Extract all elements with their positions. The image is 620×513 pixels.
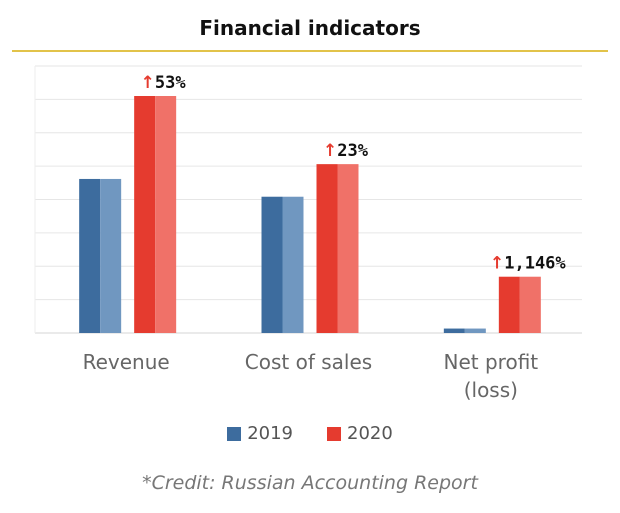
bar-2019-2	[443, 328, 486, 333]
bar-left-half	[443, 328, 465, 333]
change-percent: 1,146%	[504, 254, 566, 274]
legend-swatch-2019	[227, 426, 242, 441]
bar-right-half	[155, 96, 177, 333]
bar-left-half	[261, 196, 283, 333]
change-percent: 23%	[337, 141, 368, 161]
data-label-change-2: ↑1,146%	[490, 254, 566, 274]
x-tick-label-0: Revenue	[83, 350, 170, 374]
legend-item-2020: 2020	[327, 423, 393, 444]
bar-2020-2	[498, 276, 541, 333]
title-divider	[12, 50, 608, 52]
chart-title: Financial indicators	[199, 16, 421, 40]
bar-right-half	[519, 276, 541, 333]
legend-swatch-2020	[327, 426, 341, 441]
data-label-change-1: ↑23%	[323, 141, 369, 161]
up-arrow-icon: ↑	[323, 141, 337, 161]
bar-2019-0	[79, 178, 122, 333]
bar-2019-1	[261, 196, 304, 333]
bar-right-half	[337, 164, 359, 333]
legend-label-2020: 2020	[347, 423, 393, 444]
up-arrow-icon: ↑	[141, 73, 155, 93]
legend-label-2019: 2019	[247, 423, 293, 444]
x-tick-label-1: Cost of sales	[245, 350, 372, 374]
bar-right-half	[282, 196, 304, 333]
bar-right-half	[464, 328, 486, 333]
change-percent: 53%	[155, 73, 186, 93]
bar-2020-1	[316, 164, 359, 333]
bar-left-half	[79, 178, 101, 333]
bar-right-half	[100, 178, 122, 333]
bar-left-half	[134, 96, 156, 333]
credit-note: *Credit: Russian Accounting Report	[142, 472, 478, 494]
legend: 2019 2020	[0, 423, 620, 444]
legend-item-2019: 2019	[227, 423, 293, 444]
x-tick-label-2: Net profit	[444, 350, 539, 374]
bar-2020-0	[134, 96, 177, 333]
x-tick-label-2: (loss)	[464, 378, 518, 402]
data-label-change-0: ↑53%	[141, 73, 187, 93]
up-arrow-icon: ↑	[490, 254, 504, 274]
bar-left-half	[498, 276, 520, 333]
bar-left-half	[316, 164, 338, 333]
bar-chart: ↑53%Revenue↑23%Cost of sales↑1,146%Net p…	[34, 65, 582, 402]
